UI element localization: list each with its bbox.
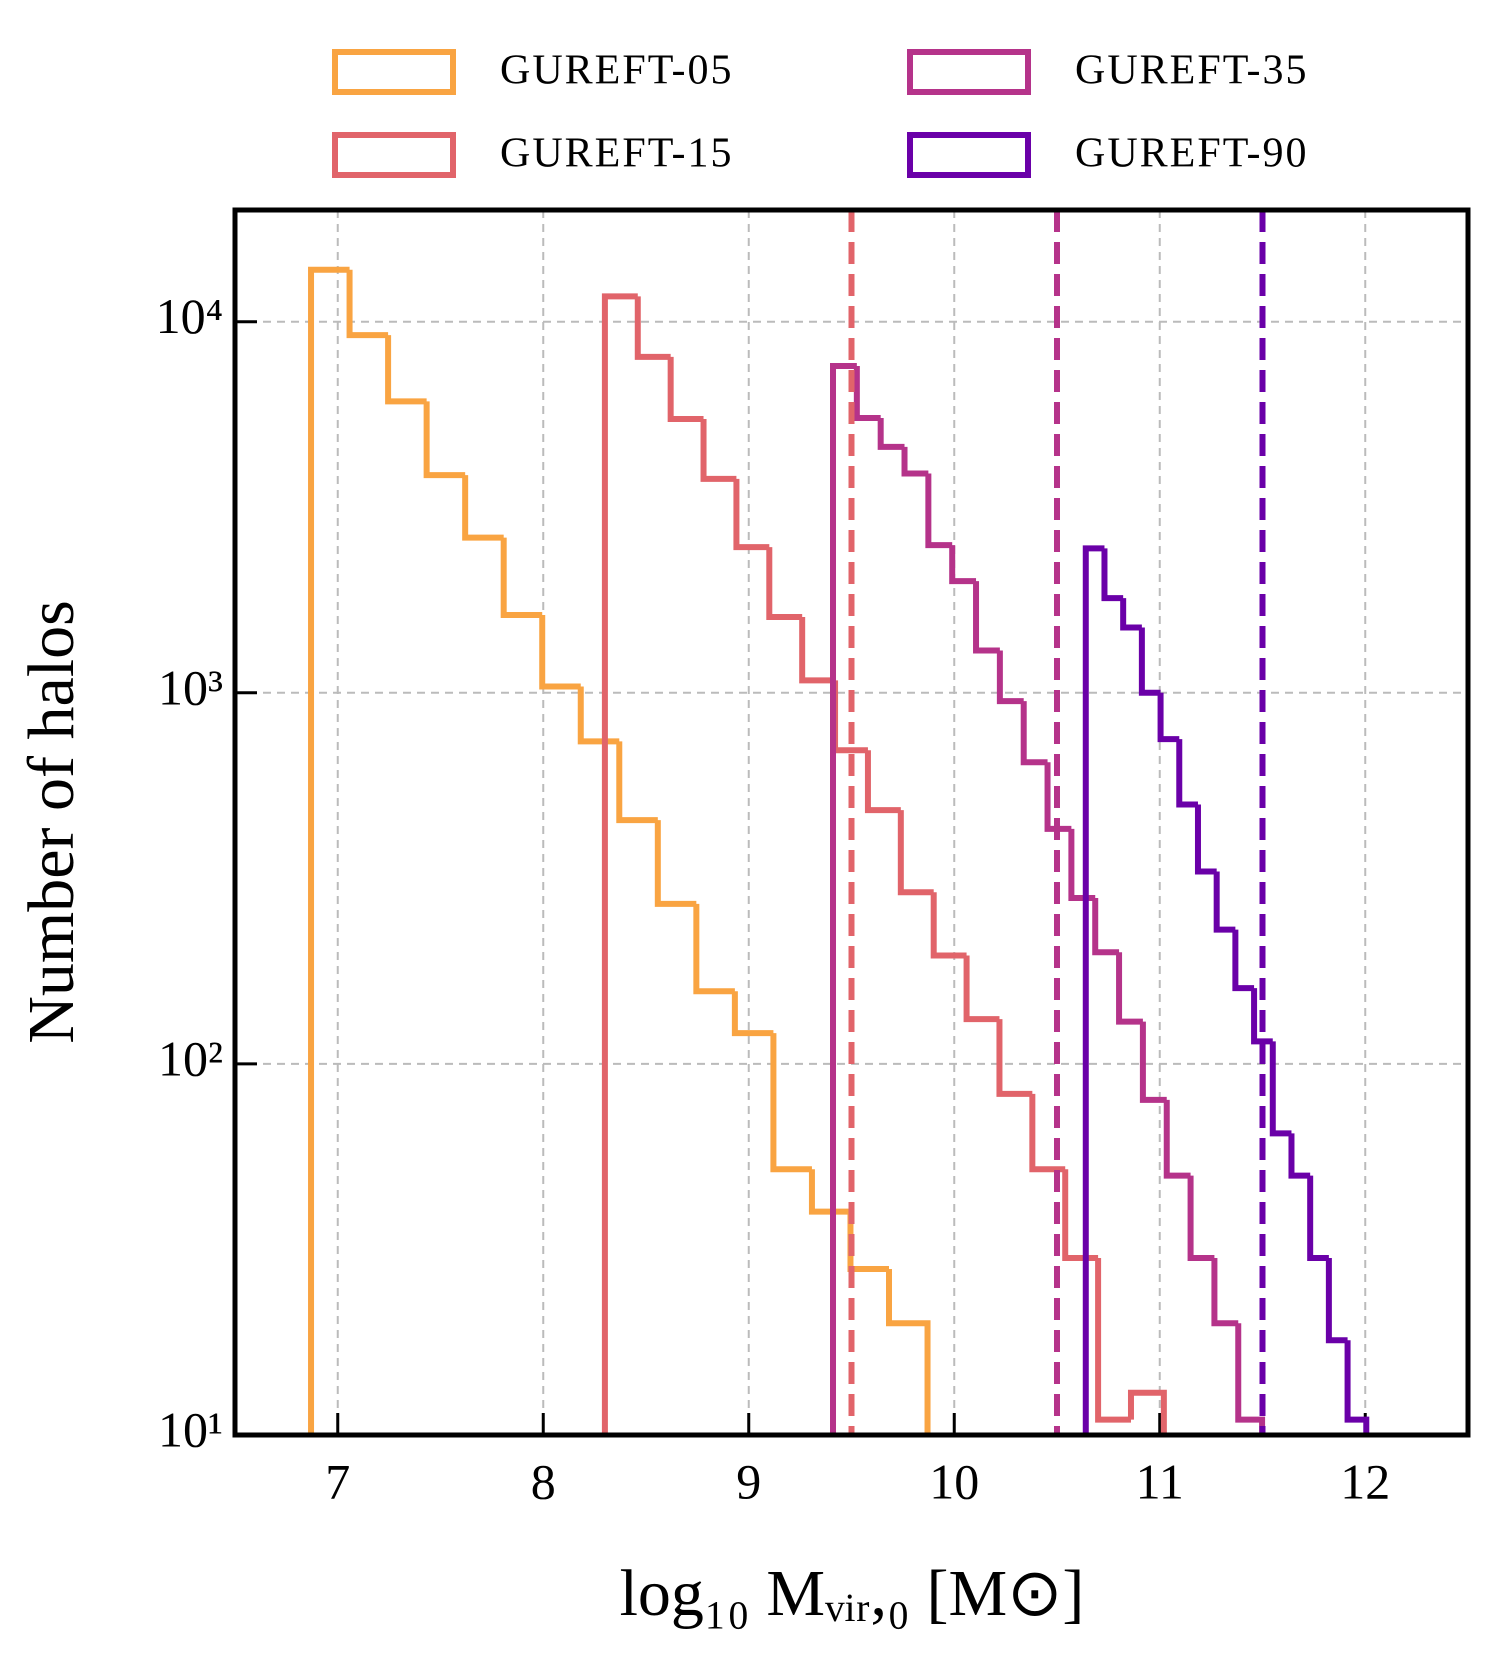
x-tick-label: 11 xyxy=(1136,1453,1184,1509)
histogram-step xyxy=(731,991,774,1037)
histogram-step xyxy=(346,269,389,339)
x-tick-label: 8 xyxy=(531,1453,556,1509)
histogram-step xyxy=(693,903,735,995)
histogram-step xyxy=(1116,952,1143,1025)
histogram-step xyxy=(1251,988,1273,1045)
histogram-step xyxy=(886,1269,931,1435)
histogram-step xyxy=(1120,598,1142,631)
histogram-step xyxy=(897,810,934,896)
histogram-step xyxy=(766,547,803,621)
histogram-step xyxy=(1127,1389,1167,1435)
histogram-step xyxy=(1139,1021,1167,1103)
histogram-step xyxy=(634,296,671,360)
histogram-step xyxy=(847,1211,890,1273)
histogram-step xyxy=(853,365,881,422)
x-axis-label: log₁₀ Mᵥᵢᵣ,₀ [M⊙] xyxy=(620,1557,1085,1630)
y-tick-label: 10³ xyxy=(158,659,223,715)
histogram-step xyxy=(1187,1175,1215,1261)
y-tick-label: 10⁴ xyxy=(156,288,223,344)
histogram-step xyxy=(1211,1257,1239,1327)
histogram-step xyxy=(1029,1093,1066,1173)
y-tick-label: 10² xyxy=(158,1030,223,1086)
histogram-step xyxy=(1095,1257,1131,1423)
histogram-step xyxy=(733,478,770,551)
histogram-step xyxy=(654,820,697,907)
histogram-step xyxy=(808,1169,851,1215)
y-tick-label: 10¹ xyxy=(158,1401,223,1457)
histogram-step xyxy=(1044,762,1072,832)
histogram-step xyxy=(667,356,704,422)
histogram-step xyxy=(1307,1175,1329,1261)
histogram-step xyxy=(1288,1133,1311,1179)
x-tick-label: 7 xyxy=(325,1453,350,1509)
histogram-step xyxy=(1176,739,1198,808)
histogram-step xyxy=(616,741,658,824)
histogram-step xyxy=(770,1033,812,1173)
histogram-step xyxy=(1082,545,1105,1435)
histogram-step xyxy=(1269,1041,1292,1137)
legend-swatch xyxy=(332,49,456,95)
legend-swatch xyxy=(907,132,1031,178)
legend-label: GUREFT-35 xyxy=(1075,48,1308,94)
histogram-step xyxy=(1194,804,1217,875)
x-tick-label: 12 xyxy=(1340,1453,1390,1509)
histogram-step xyxy=(877,418,905,450)
histogram-step xyxy=(963,955,1000,1023)
histogram-step xyxy=(1163,1099,1191,1179)
histogram-step xyxy=(601,293,638,1435)
histogram-step xyxy=(1062,1169,1099,1261)
histogram-step xyxy=(700,418,737,482)
histogram-step xyxy=(864,750,901,814)
histogram-step xyxy=(500,537,543,619)
x-tick-label: 10 xyxy=(929,1453,979,1509)
histogram-step xyxy=(930,892,967,959)
histogram-step xyxy=(1344,1340,1370,1435)
y-axis-label: Number of halos xyxy=(15,600,88,1044)
histogram-step xyxy=(1138,627,1161,696)
histogram-step xyxy=(973,581,1000,654)
histogram-step xyxy=(1157,692,1180,743)
histogram-step xyxy=(996,1019,1033,1097)
histogram-step xyxy=(799,617,836,684)
histogram-step xyxy=(308,266,350,1435)
histogram-step xyxy=(1213,871,1236,933)
legend-label: GUREFT-90 xyxy=(1075,131,1308,177)
histogram-step xyxy=(577,686,620,745)
histogram-step xyxy=(1101,548,1124,602)
histogram-step xyxy=(996,650,1024,705)
histogram-step xyxy=(462,475,504,541)
histogram-step xyxy=(1325,1257,1348,1344)
plot-frame xyxy=(232,207,1471,1438)
histogram-step xyxy=(1092,897,1120,956)
x-tick-label: 9 xyxy=(736,1453,761,1509)
histogram-step xyxy=(385,335,427,405)
histogram-step xyxy=(1232,929,1255,992)
histogram-step xyxy=(901,446,929,477)
legend-label: GUREFT-15 xyxy=(500,131,733,177)
legend-swatch xyxy=(332,132,456,178)
histogram-step xyxy=(539,615,581,690)
histogram-step xyxy=(830,362,857,1435)
histogram-step xyxy=(1235,1323,1266,1435)
histogram-step xyxy=(925,473,953,549)
legend-swatch xyxy=(907,49,1031,95)
histogram-step xyxy=(949,545,977,585)
histogram-step xyxy=(423,401,466,479)
histogram-step xyxy=(1020,701,1048,766)
legend-label: GUREFT-05 xyxy=(500,48,733,94)
